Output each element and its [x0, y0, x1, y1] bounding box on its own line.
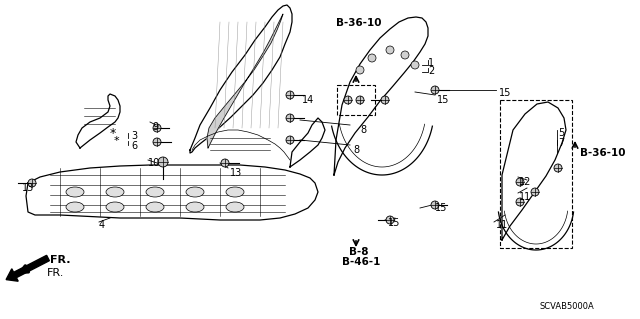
Text: 1: 1 — [428, 58, 434, 68]
Polygon shape — [290, 118, 325, 167]
Circle shape — [286, 136, 294, 144]
Text: 11: 11 — [496, 220, 508, 230]
Circle shape — [531, 188, 539, 196]
Text: 13: 13 — [230, 168, 243, 178]
Text: 4: 4 — [99, 220, 105, 230]
Circle shape — [368, 54, 376, 62]
Circle shape — [554, 164, 562, 172]
Ellipse shape — [226, 202, 244, 212]
Text: 10: 10 — [148, 158, 160, 168]
Circle shape — [411, 61, 419, 69]
Circle shape — [401, 51, 409, 59]
Circle shape — [221, 159, 229, 167]
Ellipse shape — [106, 187, 124, 197]
Ellipse shape — [226, 187, 244, 197]
Polygon shape — [26, 165, 318, 220]
Text: 11: 11 — [519, 192, 531, 202]
Ellipse shape — [186, 202, 204, 212]
Text: B-8: B-8 — [349, 247, 369, 257]
Text: 15: 15 — [437, 95, 449, 105]
Polygon shape — [207, 14, 283, 148]
Circle shape — [28, 179, 36, 187]
Text: FR.: FR. — [50, 255, 70, 265]
Text: 9: 9 — [152, 122, 158, 132]
Text: *: * — [114, 136, 120, 146]
Bar — [337, 85, 375, 115]
Polygon shape — [502, 102, 566, 240]
Text: 14: 14 — [302, 95, 314, 105]
Polygon shape — [190, 5, 292, 153]
Ellipse shape — [146, 202, 164, 212]
Text: 5: 5 — [558, 128, 564, 138]
Text: 15: 15 — [388, 218, 401, 228]
Circle shape — [344, 96, 352, 104]
Ellipse shape — [106, 202, 124, 212]
Circle shape — [153, 124, 161, 132]
Circle shape — [431, 201, 439, 209]
Text: 12: 12 — [519, 177, 531, 187]
Text: 2: 2 — [428, 66, 435, 76]
Circle shape — [386, 46, 394, 54]
Ellipse shape — [186, 187, 204, 197]
Text: B-46-1: B-46-1 — [342, 257, 380, 267]
Ellipse shape — [66, 202, 84, 212]
Circle shape — [516, 178, 524, 186]
Circle shape — [286, 91, 294, 99]
Text: 13: 13 — [22, 183, 35, 193]
Circle shape — [516, 198, 524, 206]
Circle shape — [158, 157, 168, 167]
Ellipse shape — [146, 187, 164, 197]
Polygon shape — [76, 94, 120, 148]
Text: 6: 6 — [131, 141, 137, 151]
Text: 8: 8 — [360, 125, 366, 135]
Circle shape — [381, 96, 389, 104]
Text: 15: 15 — [435, 203, 447, 213]
Circle shape — [356, 96, 364, 104]
Ellipse shape — [66, 187, 84, 197]
Text: FR.: FR. — [47, 268, 65, 278]
FancyArrow shape — [6, 255, 49, 281]
Text: 7: 7 — [558, 138, 564, 148]
Circle shape — [386, 216, 394, 224]
Circle shape — [286, 114, 294, 122]
Text: 3: 3 — [131, 131, 137, 141]
Text: 8: 8 — [353, 145, 359, 155]
Text: B-36-10: B-36-10 — [580, 148, 625, 158]
Text: SCVAB5000A: SCVAB5000A — [539, 302, 594, 311]
Text: *: * — [110, 128, 116, 140]
Polygon shape — [334, 17, 428, 175]
Bar — [500, 100, 572, 248]
Circle shape — [431, 86, 439, 94]
Text: B-36-10: B-36-10 — [336, 18, 381, 28]
Text: 15: 15 — [499, 88, 511, 98]
Circle shape — [356, 66, 364, 74]
Circle shape — [153, 138, 161, 146]
